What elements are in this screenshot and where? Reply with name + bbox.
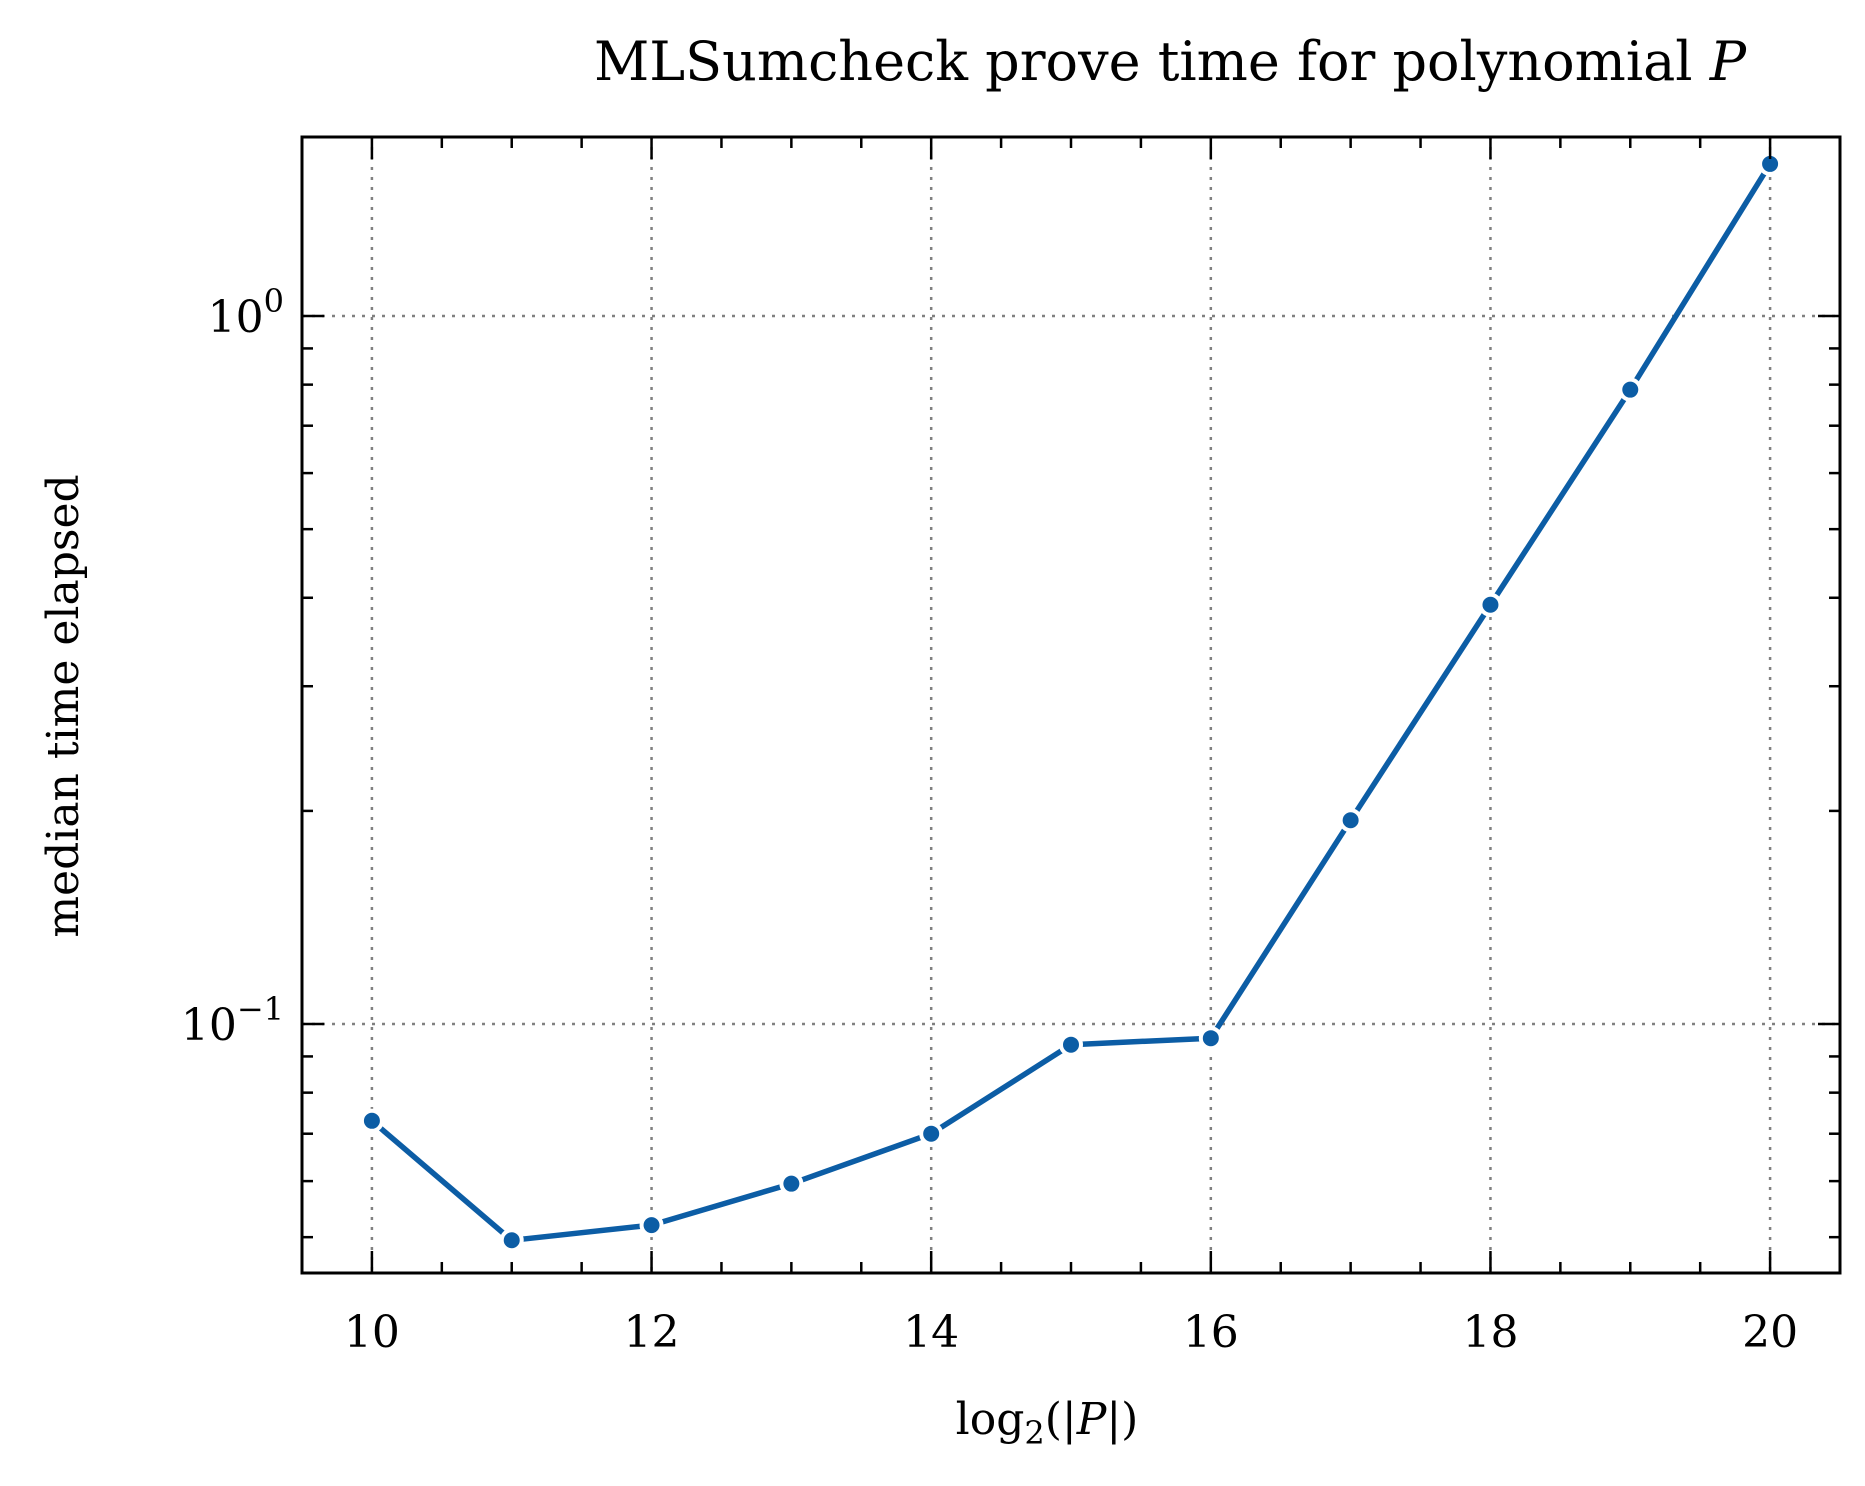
plot-frame <box>300 135 1842 1275</box>
grid <box>302 137 1840 1273</box>
x-axis-label-open: (| <box>1045 1394 1077 1445</box>
chart-title-main: MLSumcheck prove time for polynomial <box>594 30 1710 93</box>
data-point <box>499 1228 524 1253</box>
y-tick-label: 10−1 <box>181 990 284 1051</box>
x-tick-label: 10 <box>344 1307 400 1358</box>
y-tick-label: 100 <box>208 282 284 343</box>
data-point <box>639 1213 664 1238</box>
x-axis-label-variable: P <box>1076 1394 1108 1445</box>
x-tick-label: 18 <box>1462 1307 1518 1358</box>
data-point <box>1338 808 1363 833</box>
data-point <box>1478 592 1503 617</box>
x-axis-label-log: log <box>956 1394 1025 1445</box>
series-layer <box>359 151 1783 1253</box>
x-tick-label: 16 <box>1183 1307 1239 1358</box>
y-axis-label: median time elapsed <box>38 474 89 937</box>
x-axis-label-subscript: 2 <box>1024 1414 1044 1452</box>
chart-title: MLSumcheck prove time for polynomial P <box>594 30 1748 93</box>
data-point <box>1618 377 1643 402</box>
series-line <box>369 161 1773 1244</box>
data-point <box>919 1121 944 1146</box>
x-tick-label: 12 <box>624 1307 680 1358</box>
data-point <box>779 1171 804 1196</box>
data-point <box>359 1108 384 1133</box>
ticks <box>302 137 1842 1273</box>
tick-labels: 10 12 14 16 18 20 10−1 100 <box>181 282 1798 1358</box>
chart-title-variable: P <box>1709 30 1748 93</box>
data-point <box>1198 1026 1223 1051</box>
x-tick-label: 20 <box>1742 1307 1798 1358</box>
x-axis-label-close: |) <box>1106 1394 1138 1445</box>
data-point <box>1059 1032 1083 1057</box>
x-axis-label: log2(|P|) <box>956 1394 1139 1452</box>
x-tick-label: 14 <box>903 1307 959 1358</box>
